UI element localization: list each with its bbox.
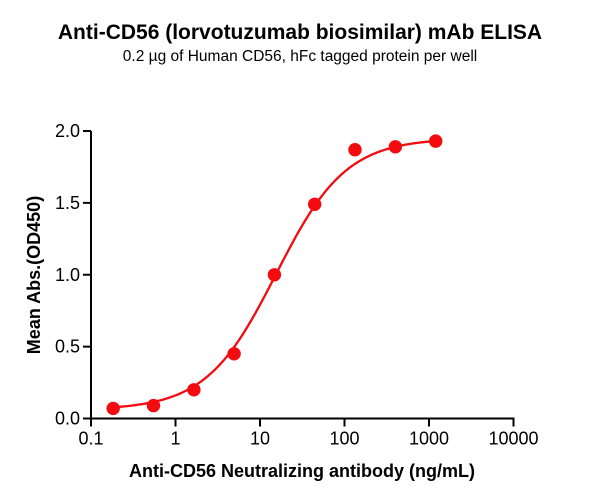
data-point [187,383,201,397]
data-point [267,268,282,282]
x-tick-label: 0.1 [78,429,103,449]
x-tick-label: 10 [250,429,270,449]
data-point [227,347,241,361]
chart-subtitle: 0.2 µg of Human CD56, hFc tagged protein… [122,48,478,65]
y-tick-label: 1.0 [55,265,80,285]
x-tick-label: 100 [329,429,359,449]
y-axis-title: Mean Abs.(OD450) [24,196,44,354]
y-tick-label: 0.0 [55,409,80,429]
y-tick-label: 2.0 [55,121,80,141]
chart-title: Anti-CD56 (lorvotuzumab biosimilar) mAb … [57,21,543,44]
x-tick-label: 1000 [409,429,449,449]
x-tick-label: 1 [170,429,180,449]
data-point [429,134,443,148]
x-tick-label: 10000 [488,429,538,449]
data-point [388,140,403,154]
data-point [146,398,161,413]
y-tick-label: 0.5 [55,337,80,357]
axes [90,131,515,420]
data-series [106,134,443,416]
axis-ticks [83,130,515,427]
axis-tick-labels: 0.0 0.5 1.0 1.5 2.0 0.1 1 10 100 1000 10000 [55,121,539,449]
y-tick-label: 1.5 [55,193,80,213]
data-point [348,143,362,157]
data-point [308,197,322,211]
x-axis-title: Anti-CD56 Neutralizing antibody (ng/mL) [129,461,475,481]
data-point [106,401,120,416]
